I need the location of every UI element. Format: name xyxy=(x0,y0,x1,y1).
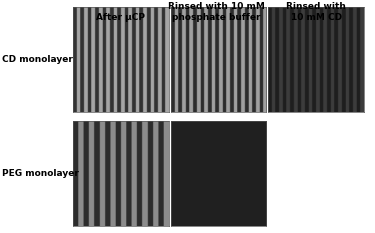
Text: Rinsed with 10 mM: Rinsed with 10 mM xyxy=(168,2,265,11)
Text: phosphate buffer: phosphate buffer xyxy=(172,13,261,22)
Text: After μCP: After μCP xyxy=(96,13,145,22)
Text: 10 mM CD: 10 mM CD xyxy=(291,13,342,22)
Text: PEG monolayer: PEG monolayer xyxy=(2,169,79,178)
Text: Rinsed with: Rinsed with xyxy=(286,2,346,11)
Text: CD monolayer: CD monolayer xyxy=(2,55,73,64)
